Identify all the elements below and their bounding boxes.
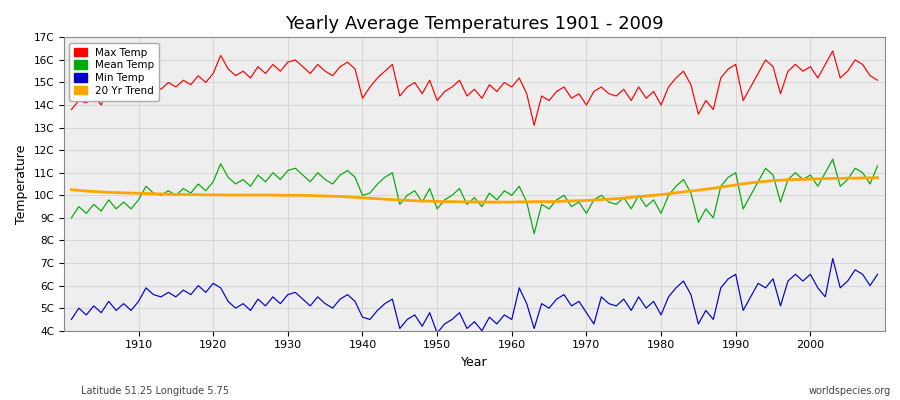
X-axis label: Year: Year (461, 356, 488, 369)
Legend: Max Temp, Mean Temp, Min Temp, 20 Yr Trend: Max Temp, Mean Temp, Min Temp, 20 Yr Tre… (69, 42, 159, 101)
Text: worldspecies.org: worldspecies.org (809, 386, 891, 396)
Title: Yearly Average Temperatures 1901 - 2009: Yearly Average Temperatures 1901 - 2009 (285, 15, 664, 33)
Text: Latitude 51.25 Longitude 5.75: Latitude 51.25 Longitude 5.75 (81, 386, 229, 396)
Y-axis label: Temperature: Temperature (15, 144, 28, 224)
